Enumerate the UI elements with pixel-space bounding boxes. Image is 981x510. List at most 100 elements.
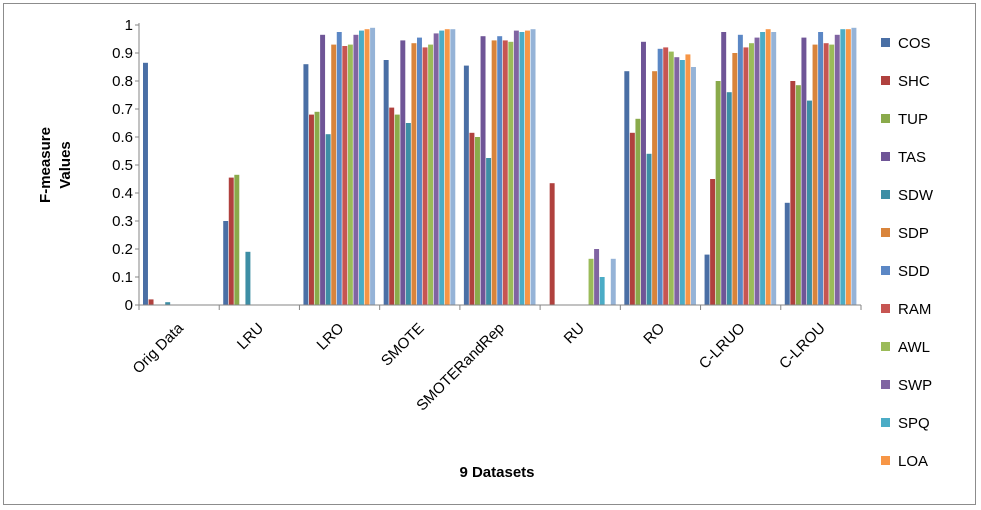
bars: [143, 27, 857, 306]
bar-sdd-5: [497, 36, 503, 305]
bar-ram-9: [823, 43, 829, 305]
bar-spq-6: [599, 277, 605, 305]
bar-cos-2: [223, 221, 229, 305]
bar-tas-3: [320, 34, 326, 306]
bar-shc-6: [549, 183, 555, 305]
legend-label-cos: COS: [898, 35, 931, 52]
bar-sdp-3: [331, 44, 337, 305]
bar-shc-4: [389, 107, 395, 305]
x-tick-label: RU: [561, 320, 588, 347]
legend-label-shc: SHC: [898, 73, 930, 90]
bar-spq-3: [359, 30, 364, 305]
bar-ram-8: [743, 47, 749, 306]
y-tick-label: 0.2: [112, 241, 133, 258]
legend-swatch-tas: [881, 152, 890, 161]
bar-ram-5: [502, 40, 508, 306]
y-axis-title-line-2: Values: [57, 141, 74, 189]
bar-sdw-9: [807, 100, 812, 305]
bar-sdp-5: [491, 40, 497, 306]
bar-series-13-3: [370, 27, 376, 306]
bar-tas-5: [480, 36, 486, 305]
x-tick-label: Orig Data: [130, 319, 188, 377]
bar-spq-7: [679, 60, 685, 305]
bar-loa-4: [444, 29, 450, 305]
bar-sdw-7: [646, 153, 652, 305]
bar-series-13-5: [530, 29, 536, 305]
bar-tas-4: [400, 40, 406, 306]
bar-shc-3: [309, 114, 314, 305]
bar-awl-8: [749, 43, 754, 305]
bar-sdp-7: [652, 71, 658, 305]
bar-tup-4: [394, 114, 400, 305]
legend-swatch-sdd: [881, 266, 890, 275]
bar-shc-5: [469, 132, 475, 305]
bar-series-13-4: [450, 29, 456, 305]
legend-label-ram: RAM: [898, 301, 931, 318]
legend-swatch-ram: [881, 304, 890, 313]
bar-cos-8: [704, 254, 710, 305]
x-tick-label: C-LROU: [776, 320, 829, 373]
legend-label-awl: AWL: [898, 339, 930, 356]
y-axis-ticks: 0 0.1 0.2 0.3 0.4 0.5 0.6 0.7 0.8 0.9 1: [112, 17, 139, 314]
bar-sdp-4: [411, 43, 417, 305]
bar-loa-3: [364, 29, 370, 305]
bar-ram-3: [342, 46, 348, 305]
bar-awl-7: [668, 51, 674, 305]
legend-swatch-sdw: [881, 190, 890, 199]
bar-shc-1: [148, 299, 154, 305]
y-tick-label: 0.5: [112, 157, 133, 174]
bar-series-13-6: [610, 258, 616, 305]
bar-awl-3: [347, 44, 353, 305]
bar-tup-9: [795, 85, 801, 305]
bar-sdw-1: [165, 302, 171, 305]
bar-spq-5: [519, 32, 525, 305]
legend-label-loa: LOA: [898, 453, 928, 470]
bar-sdd-3: [336, 32, 342, 305]
bar-awl-5: [508, 41, 514, 306]
bar-sdd-8: [737, 34, 743, 306]
bar-tup-8: [715, 81, 721, 305]
axes: [138, 23, 862, 310]
legend-swatch-spq: [881, 418, 890, 427]
legend: COS SHC TUP TAS SDW SDP SDD RAM AWL SWP SPQ LOA: [881, 35, 934, 470]
bar-shc-8: [710, 179, 716, 305]
y-axis-title: F-measure Values: [37, 127, 74, 203]
bar-sdp-9: [812, 44, 818, 305]
bar-cos-1: [143, 62, 148, 305]
bar-swp-6: [594, 249, 600, 305]
bar-awl-4: [428, 44, 434, 305]
bar-swp-7: [674, 57, 680, 306]
bar-tas-9: [801, 37, 807, 305]
x-tick-label: LRU: [234, 320, 267, 353]
bar-tas-7: [641, 41, 646, 306]
bar-sdw-5: [486, 158, 492, 305]
bar-cos-7: [624, 71, 630, 305]
bar-swp-5: [513, 30, 519, 305]
y-tick-label: 0.1: [112, 269, 133, 286]
bar-series-13-8: [771, 32, 777, 305]
bar-sdd-4: [417, 37, 422, 305]
y-tick-label: 0.4: [112, 185, 133, 202]
x-tick-label: SMOTE: [378, 320, 428, 370]
bar-loa-9: [845, 29, 851, 305]
x-tick-label: LRO: [314, 320, 348, 354]
y-tick-label: 1: [125, 17, 133, 34]
bar-awl-9: [829, 44, 835, 305]
bar-spq-4: [439, 30, 445, 305]
legend-label-sdw: SDW: [898, 187, 934, 204]
bar-swp-8: [754, 37, 760, 305]
y-tick-label: 0.3: [112, 213, 133, 230]
bar-tup-5: [475, 137, 480, 305]
y-tick-label: 0: [125, 297, 133, 314]
bar-shc-9: [790, 81, 796, 305]
legend-label-sdd: SDD: [898, 263, 930, 280]
bar-spq-8: [760, 32, 766, 305]
bar-loa-8: [765, 29, 771, 305]
bar-sdw-4: [405, 123, 411, 305]
bar-swp-9: [834, 34, 840, 306]
legend-swatch-tup: [881, 114, 890, 123]
bar-loa-7: [685, 54, 691, 306]
bar-tup-7: [635, 118, 641, 305]
bar-tup-3: [314, 111, 320, 305]
